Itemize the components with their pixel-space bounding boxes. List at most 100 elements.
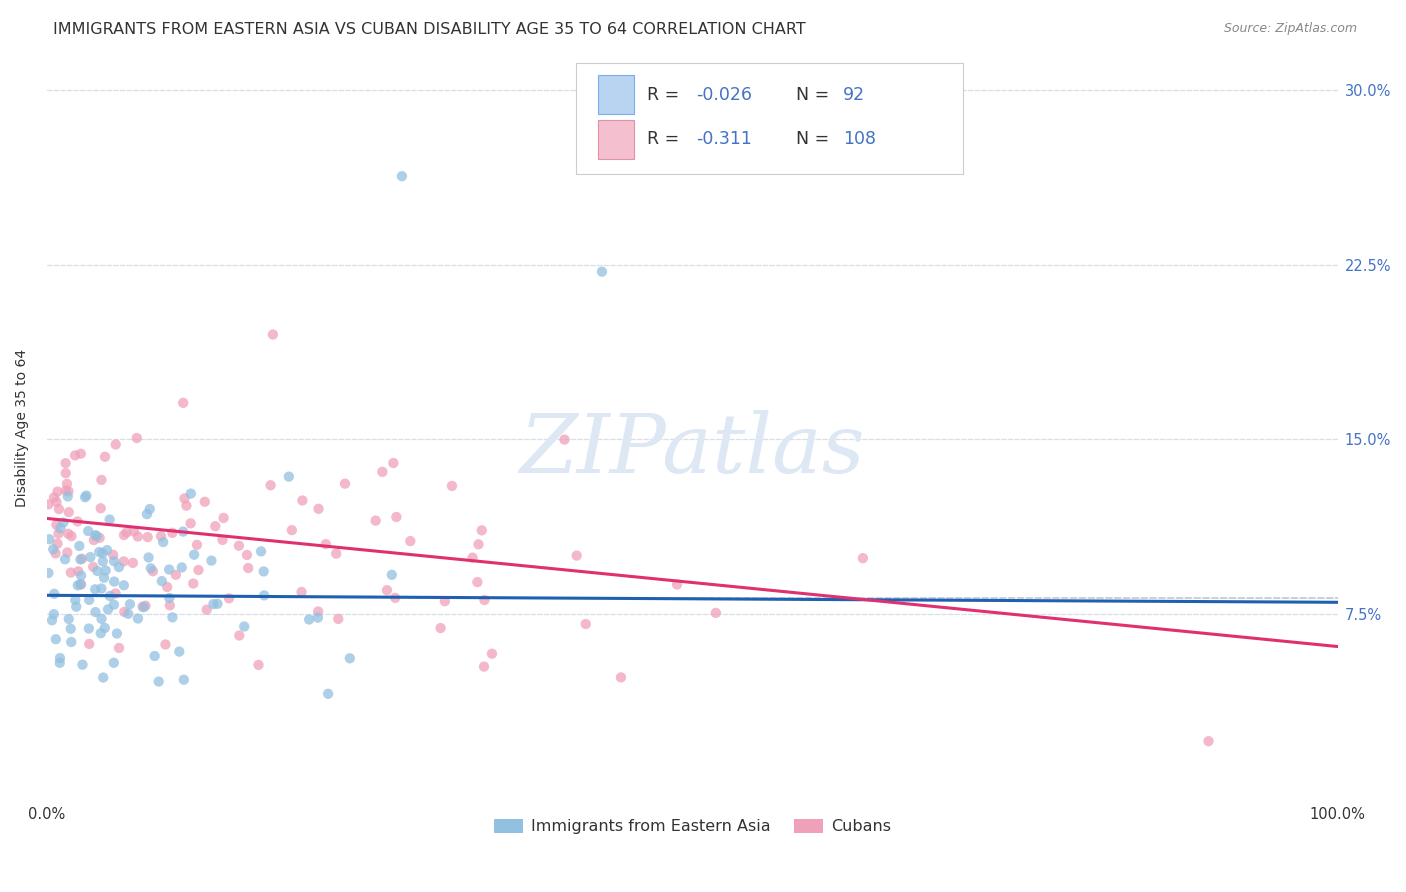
Point [103,598,125,612]
Point [45,546,67,560]
Point [66,578,89,592]
Point [96,543,118,558]
Point [112,554,135,568]
Point [56,476,79,491]
Point [371,465,394,479]
Point [471,524,494,538]
Point [48,502,70,516]
Point [194,495,217,509]
Point [333,476,356,491]
Point [103,574,125,589]
Point [291,493,314,508]
Point [262,327,284,342]
Point [103,554,125,568]
Point [105,626,128,640]
Point [156,580,179,594]
Point [461,550,484,565]
Point [52,516,75,530]
Point [60,635,83,649]
Point [69,447,91,461]
Point [316,687,339,701]
Point [90,473,112,487]
Point [152,535,174,549]
Point [553,433,575,447]
Point [86,529,108,543]
Point [84,605,107,619]
Point [440,479,463,493]
Point [93,571,115,585]
Point [125,431,148,445]
Point [37,498,59,512]
Point [67,539,90,553]
Point [139,561,162,575]
Point [56,545,79,559]
Point [391,169,413,184]
Point [136,530,159,544]
Point [75,489,97,503]
Point [79,550,101,565]
Point [70,577,93,591]
Point [101,548,124,562]
Point [139,502,162,516]
Point [84,582,107,597]
Point [75,490,97,504]
Point [58,612,80,626]
Point [180,516,202,531]
Point [67,564,90,578]
Point [77,524,100,538]
Point [37,566,59,580]
Point [207,597,229,611]
Point [65,599,87,614]
Point [173,491,195,506]
Point [149,529,172,543]
Point [186,538,208,552]
Point [69,552,91,566]
Point [253,588,276,602]
Point [142,564,165,578]
Point [69,577,91,591]
Point [46,536,69,550]
Y-axis label: Disability Age 35 to 64: Disability Age 35 to 64 [15,349,30,507]
Point [83,533,105,547]
FancyBboxPatch shape [598,75,634,114]
Point [49,521,72,535]
Point [70,568,93,582]
FancyBboxPatch shape [598,120,634,159]
Point [575,617,598,632]
Point [58,526,80,541]
Point [132,600,155,615]
Point [172,524,194,539]
Point [165,567,187,582]
Point [60,529,83,543]
Point [382,456,405,470]
Point [180,486,202,500]
Point [45,517,67,532]
Point [134,599,156,613]
Point [55,456,77,470]
Point [233,619,256,633]
Point [45,632,67,647]
Point [467,537,489,551]
Point [122,556,145,570]
Point [610,670,633,684]
Point [90,612,112,626]
Point [253,565,276,579]
Point [364,514,387,528]
Text: IMMIGRANTS FROM EASTERN ASIA VS CUBAN DISABILITY AGE 35 TO 64 CORRELATION CHART: IMMIGRANTS FROM EASTERN ASIA VS CUBAN DI… [53,22,806,37]
Point [162,610,184,624]
Point [298,613,321,627]
Text: -0.026: -0.026 [696,86,752,103]
Point [58,484,80,499]
Point [48,656,70,670]
Point [176,499,198,513]
Point [103,656,125,670]
Point [115,525,138,540]
Point [236,548,259,562]
Point [59,622,82,636]
Point [290,585,312,599]
Point [90,501,112,516]
Point [112,528,135,542]
Point [86,564,108,578]
Point [104,437,127,451]
Point [104,586,127,600]
